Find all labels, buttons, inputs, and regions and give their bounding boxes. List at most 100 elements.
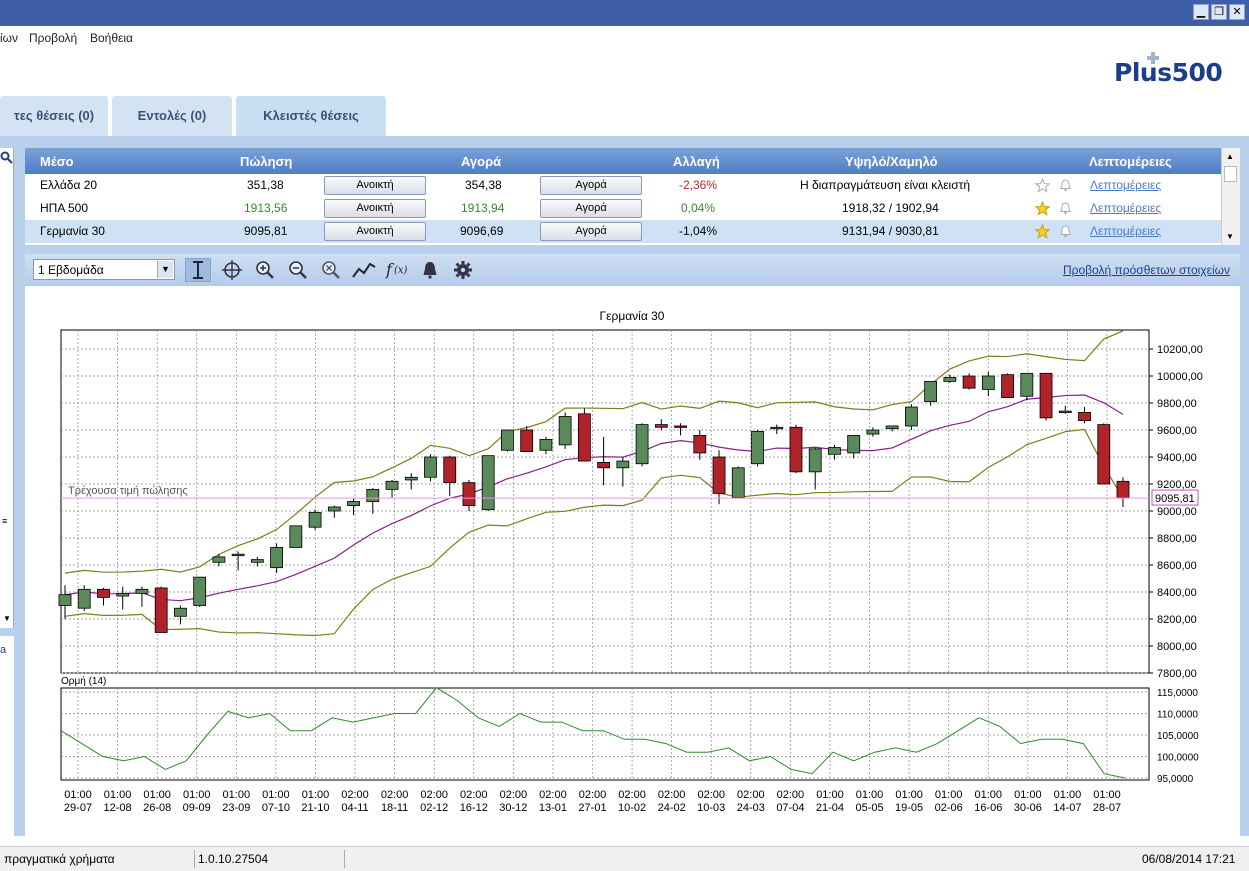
minimize-button[interactable]: ▁ [1193, 4, 1209, 20]
zoom-reset-icon[interactable] [318, 258, 344, 282]
sell-price: 1913,56 [244, 201, 288, 215]
x-tick-time: 01:00 [223, 789, 251, 801]
instrument-name: Γερμανία 30 [40, 224, 105, 238]
candle-body [962, 375, 976, 389]
x-tick-time: 02:00 [381, 789, 409, 801]
favorite-star-icon[interactable] [1035, 224, 1050, 239]
x-tick-date: 07-04 [776, 802, 804, 814]
splitter-grip-icon[interactable]: ≡ [2, 516, 8, 526]
close-button[interactable]: ✕ [1229, 4, 1245, 20]
details-link[interactable]: Λεπτομέρειες [1090, 224, 1162, 238]
table-row[interactable]: ΗΠΑ 500 1913,56 Ανοικτή 1913,94 Αγορά 0,… [25, 197, 1221, 220]
col-instrument[interactable]: Μέσο [40, 154, 74, 169]
alert-bell-icon[interactable] [1059, 202, 1072, 215]
col-sell[interactable]: Πώληση [240, 154, 293, 169]
crosshair-icon[interactable] [219, 258, 245, 282]
col-high-low[interactable]: Υψηλό/Χαμηλό [845, 154, 938, 169]
zoom-out-icon[interactable] [285, 258, 311, 282]
x-tick-date: 16-12 [460, 802, 488, 814]
table-row-selected[interactable]: Γερμανία 30 9095,81 Ανοικτή 9096,69 Αγορ… [25, 220, 1221, 243]
scroll-thumb[interactable] [1224, 166, 1237, 182]
col-change[interactable]: Αλλαγή [673, 154, 720, 169]
candle-body [885, 425, 899, 430]
moving-average-line [64, 394, 1124, 602]
table-scrollbar[interactable]: ▲ ▼ [1221, 148, 1240, 245]
candle-body [789, 426, 803, 473]
table-row[interactable]: Ελλάδα 20 351,38 Ανοικτή 354,38 Αγορά -2… [25, 174, 1221, 197]
candle-body [1116, 480, 1130, 499]
scroll-up-icon[interactable]: ▲ [1226, 152, 1234, 161]
search-icon[interactable] [0, 151, 13, 164]
details-link[interactable]: Λεπτομέρειες [1090, 178, 1162, 192]
candle-body [501, 429, 514, 451]
candle-body [58, 594, 72, 606]
lower-band-line [64, 428, 1124, 637]
y-tick-label: 9000,00 [1157, 506, 1197, 518]
high-low-value: 9131,94 / 9030,81 [842, 224, 939, 238]
function-icon[interactable]: f (x) [384, 258, 410, 282]
sell-button[interactable]: Ανοικτή [324, 199, 426, 218]
x-tick-date: 26-08 [143, 802, 171, 814]
chevron-down-icon[interactable]: ▼ [157, 261, 173, 278]
indicator-y-label: 110,0000 [1157, 710, 1198, 721]
sell-button[interactable]: Ανοικτή [324, 222, 426, 241]
x-tick-date: 19-05 [895, 802, 923, 814]
buy-button[interactable]: Αγορά [540, 176, 642, 195]
x-tick-time: 01:00 [183, 789, 211, 801]
x-tick-time: 02:00 [777, 789, 805, 801]
candle-body [250, 559, 264, 563]
x-tick-time: 01:00 [1054, 789, 1082, 801]
menu-item-view[interactable]: Προβολή [29, 31, 78, 45]
change-value: 0,04% [681, 201, 716, 215]
y-tick-label: 9400,00 [1157, 452, 1197, 464]
bell-icon[interactable] [417, 258, 443, 282]
candle-body [212, 556, 226, 563]
tab-closed-positions[interactable]: Κλειστές θέσεις [236, 96, 386, 136]
sell-button[interactable]: Ανοικτή [324, 176, 426, 195]
favorite-star-icon[interactable] [1035, 201, 1050, 216]
x-tick-time: 01:00 [143, 789, 171, 801]
y-tick-label: 8000,00 [1157, 641, 1197, 653]
current-price-value: 9095,81 [1155, 493, 1195, 505]
favorite-star-icon[interactable] [1035, 178, 1050, 193]
x-tick-date: 13-01 [539, 802, 567, 814]
buy-price: 1913,94 [461, 201, 505, 215]
buy-button[interactable]: Αγορά [540, 199, 642, 218]
x-tick-date: 14-07 [1053, 802, 1081, 814]
left-panel-link[interactable]: a [0, 644, 7, 656]
col-buy[interactable]: Αγορά [461, 154, 502, 169]
candle-body [866, 429, 880, 435]
price-chart[interactable]: Γερμανία 3001:0029-0701:0012-0801:0026-0… [25, 286, 1240, 836]
candle-body [481, 455, 495, 511]
scroll-down-icon[interactable]: ▼ [3, 614, 11, 623]
menu-item-help[interactable]: Βοήθεια [90, 31, 133, 45]
candle-body [731, 467, 745, 498]
x-tick-time: 02:00 [341, 789, 369, 801]
tab-orders[interactable]: Εντολές (0) [112, 96, 232, 136]
restore-button[interactable]: ❐ [1211, 4, 1227, 20]
scroll-down-icon[interactable]: ▼ [1226, 232, 1234, 241]
scale-icon[interactable] [185, 258, 211, 282]
more-details-link[interactable]: Προβολή πρόσθετων στοιχείων [1062, 263, 1230, 277]
x-tick-date: 30-12 [499, 802, 527, 814]
col-details[interactable]: Λεπτομέρειες [1089, 154, 1172, 169]
buy-button[interactable]: Αγορά [540, 222, 642, 241]
period-select[interactable]: 1 Εβδομάδα ▼ [33, 259, 175, 280]
tab-open-positions[interactable]: τες θέσεις (0) [0, 96, 108, 136]
gear-icon[interactable] [450, 258, 476, 282]
line-chart-icon[interactable] [351, 258, 377, 282]
y-tick-label: 9200,00 [1157, 479, 1197, 491]
sell-price: 351,38 [247, 178, 284, 192]
candle-body [577, 413, 591, 462]
candle-body [693, 434, 707, 454]
alert-bell-icon[interactable] [1059, 225, 1072, 238]
alert-bell-icon[interactable] [1059, 179, 1072, 192]
zoom-in-icon[interactable] [252, 258, 278, 282]
chart-title: Γερμανία 30 [600, 309, 665, 323]
candle-body [770, 426, 784, 430]
table-header: Μέσο Πώληση Αγορά Αλλαγή Υψηλό/Χαμηλό Λε… [25, 148, 1221, 174]
candle-body [462, 482, 476, 506]
menu-item-partial[interactable]: ίων [0, 31, 19, 45]
candle-body [154, 587, 168, 633]
details-link[interactable]: Λεπτομέρειες [1090, 201, 1162, 215]
